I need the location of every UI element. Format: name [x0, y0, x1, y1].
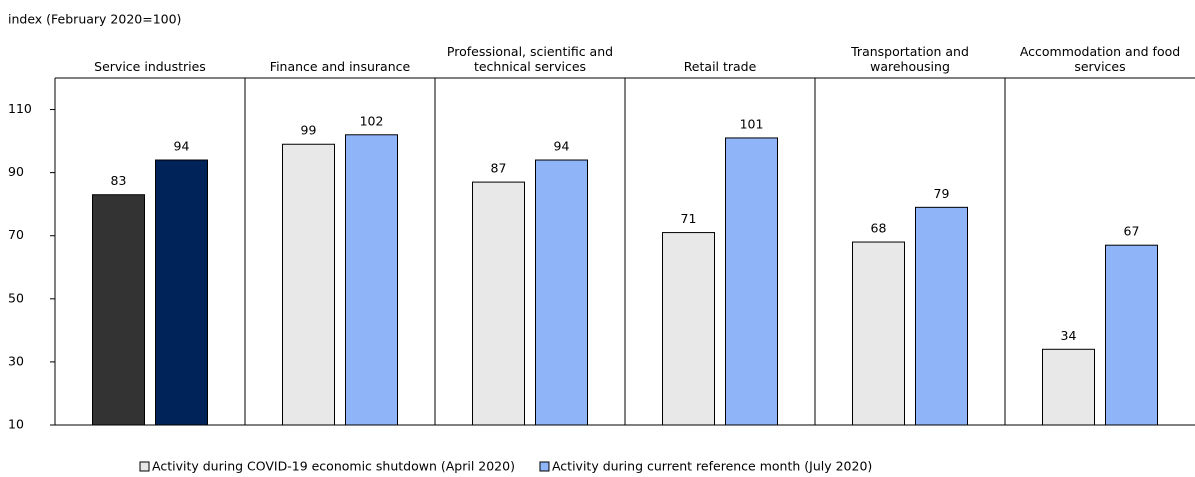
bar: [725, 137, 778, 426]
value-label: 83: [111, 173, 127, 188]
value-label: 71: [681, 211, 697, 226]
y-tick-label: 10: [8, 417, 24, 432]
y-tick-label: 90: [8, 164, 24, 179]
category-label: Finance and insurance: [269, 59, 411, 74]
bar: [282, 143, 335, 426]
bar: [662, 232, 715, 426]
bar: [535, 159, 588, 426]
value-label: 101: [740, 116, 764, 131]
bar: [472, 181, 525, 426]
value-label: 94: [174, 139, 190, 154]
bar: [155, 159, 208, 426]
category-label: Retail trade: [683, 59, 757, 74]
y-tick-label: 110: [8, 101, 32, 116]
y-axis-label: index (February 2020=100): [8, 12, 181, 27]
value-label: 99: [301, 123, 317, 138]
value-label: 68: [871, 221, 887, 236]
value-label: 102: [360, 113, 384, 128]
bar: [1105, 244, 1158, 426]
value-label: 94: [554, 139, 570, 154]
y-tick-label: 70: [8, 227, 24, 242]
value-label: 34: [1061, 328, 1077, 343]
bar: [915, 206, 968, 426]
category-label: Transportation and warehousing: [851, 44, 969, 74]
category-label: Accommodation and food services: [1019, 44, 1181, 74]
bar: [92, 194, 145, 426]
legend-swatch: [539, 461, 550, 472]
value-label: 87: [491, 161, 507, 176]
bar: [852, 241, 905, 426]
value-label: 79: [934, 186, 950, 201]
bar: [1042, 348, 1095, 426]
legend-swatch: [139, 461, 150, 472]
y-tick-label: 30: [8, 353, 24, 368]
y-tick-label: 50: [8, 290, 24, 305]
bar: [345, 134, 398, 426]
value-label: 67: [1124, 224, 1140, 239]
category-label: Professional, scientific and technical s…: [446, 44, 614, 74]
legend-label: Activity during current reference month …: [552, 459, 872, 474]
legend-label: Activity during COVID-19 economic shutdo…: [152, 459, 515, 474]
category-label: Service industries: [94, 59, 206, 74]
